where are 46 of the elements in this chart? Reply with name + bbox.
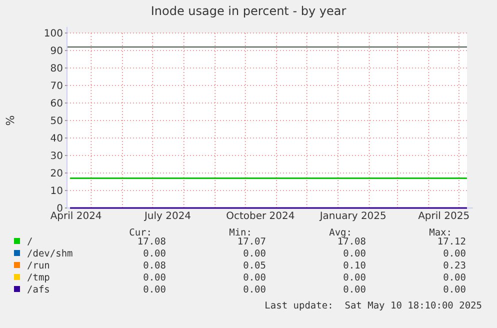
x-tick-label: April 2025 [418,211,470,222]
text: 0.00 [243,248,266,260]
text: 17.08 [337,236,366,248]
text: Cur: [129,227,152,238]
text: 0.00 [143,284,166,296]
text: 0.05 [243,260,266,272]
text: 0.00 [243,284,266,296]
text: Last update: Sat May 10 18:10:00 2025 [264,300,482,312]
y-tick-label: 70 [50,81,63,92]
x-tick-label: January 2025 [318,211,386,222]
text: 0.00 [443,284,466,296]
y-tick-label: 20 [50,168,63,180]
y-tick-label: 50 [50,116,63,127]
text: 17.07 [237,236,266,248]
text: 0.00 [143,272,166,284]
y-tick-label: 100 [44,28,63,40]
text: 0.00 [243,272,266,284]
text: 0.00 [343,272,366,284]
text: 0.08 [143,260,166,272]
legend-label: / [27,236,33,248]
x-tick-label: July 2024 [143,211,192,222]
chart-title: Inode usage in percent - by year [150,4,346,18]
legend-label: /tmp [27,272,50,284]
y-tick-label: 60 [50,98,63,110]
text: Avg: [329,227,352,238]
legend-label: /afs [27,284,50,296]
x-tick-label: October 2024 [226,211,295,222]
text: 0.00 [343,248,366,260]
text: 0.23 [443,260,466,272]
text: 0.00 [343,284,366,296]
text: 0.00 [443,248,466,260]
legend-label: /run [27,260,50,272]
y-tick-label: 40 [50,134,63,144]
legend-label: /dev/shm [27,248,74,260]
y-tick-label: 90 [50,46,63,57]
text: Min: [229,227,252,238]
y-tick-label: 10 [50,186,63,197]
text: 0.00 [443,272,466,284]
y-tick-label: 30 [50,151,63,162]
text: 0.10 [343,260,366,272]
text: Max: [429,227,452,238]
text: 17.08 [137,236,166,248]
y-axis-title: % [4,115,17,126]
text: 0.00 [143,248,166,260]
y-tick-label: 80 [50,64,63,74]
text: 17.12 [437,236,466,248]
